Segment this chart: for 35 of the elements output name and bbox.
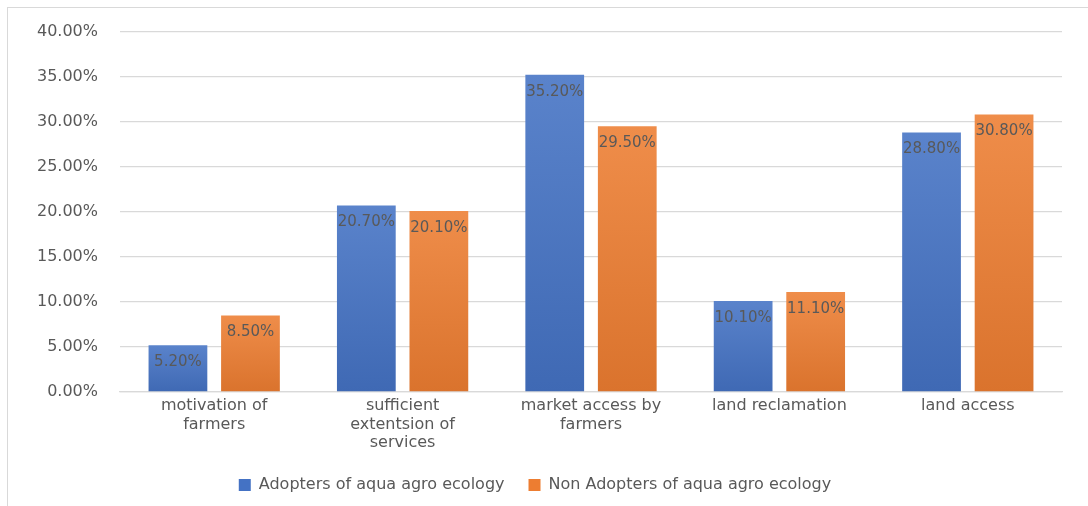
data-label: 20.10%: [410, 217, 468, 236]
data-label: 28.80%: [902, 139, 961, 158]
bar: [336, 205, 396, 392]
x-tick-label: market access by farmers: [520, 395, 662, 433]
data-label: 11.10%: [787, 298, 845, 317]
bar: [786, 291, 846, 392]
y-tick-label: 0.00%: [47, 381, 98, 401]
data-label: 8.50%: [226, 322, 275, 341]
bar: [713, 301, 773, 392]
bar: [525, 74, 585, 392]
x-tick-label: sufficient extentsion of services: [350, 395, 456, 452]
bar: [597, 126, 657, 392]
y-tick-label: 5.00%: [47, 336, 98, 356]
x-tick-label: land access: [921, 395, 1015, 415]
x-tick-label: motivation of farmers: [160, 395, 268, 433]
y-tick-label: 40.00%: [36, 20, 98, 40]
legend-label: Non Adopters of aqua agro ecology: [548, 474, 832, 494]
data-label: 29.50%: [598, 133, 656, 152]
data-label: 5.20%: [154, 352, 202, 371]
y-tick-label: 25.00%: [36, 155, 98, 175]
y-tick-label: 15.00%: [36, 246, 98, 266]
legend-label: Adopters of aqua agro ecology: [258, 474, 505, 494]
bar: [221, 315, 280, 392]
y-tick-label: 35.00%: [36, 65, 98, 85]
y-tick-label: 20.00%: [36, 200, 98, 220]
data-label: 30.80%: [975, 121, 1033, 140]
data-label: 10.10%: [714, 307, 772, 326]
data-label: 20.70%: [337, 212, 395, 231]
bar: [974, 114, 1034, 392]
x-tick-label: land reclamation: [712, 395, 847, 415]
bar: [409, 210, 469, 392]
y-tick-label: 30.00%: [36, 110, 98, 130]
y-tick-label: 10.00%: [36, 291, 98, 311]
bar: [902, 132, 961, 392]
data-label: 35.20%: [526, 81, 584, 100]
